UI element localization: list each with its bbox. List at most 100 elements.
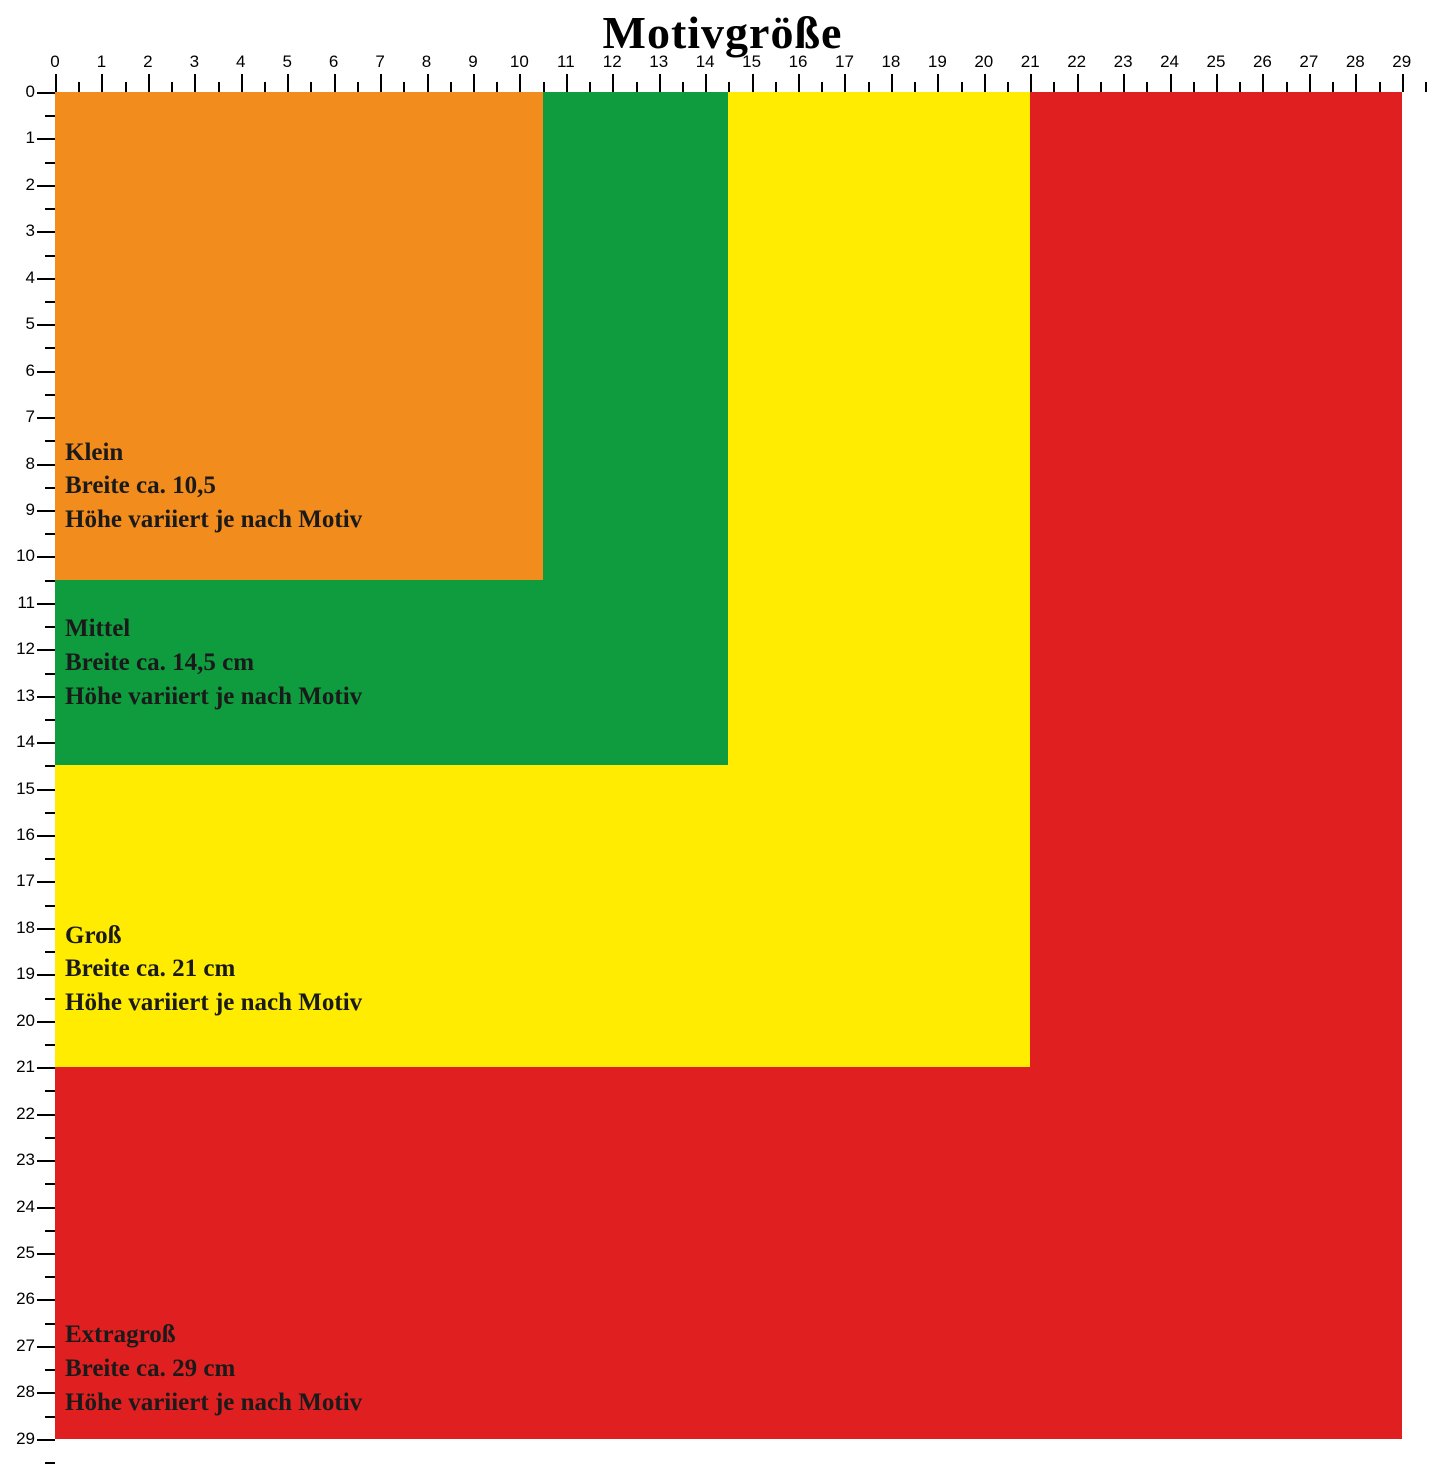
ruler-tick-minor: [1146, 82, 1148, 92]
ruler-tick-major: [37, 417, 55, 419]
size-label-height: Höhe variiert je nach Motiv: [65, 1386, 362, 1420]
ruler-number: 6: [329, 52, 338, 72]
ruler-number: 27: [1299, 52, 1318, 72]
size-label-width: Breite ca. 29 cm: [65, 1352, 362, 1386]
ruler-tick-minor: [1379, 82, 1381, 92]
ruler-tick-minor: [45, 1044, 55, 1046]
ruler-tick-minor: [125, 82, 127, 92]
ruler-tick-major: [844, 74, 846, 92]
ruler-number: 9: [15, 500, 35, 520]
ruler-tick-minor: [45, 1323, 55, 1325]
ruler-tick-minor: [45, 208, 55, 210]
ruler-number: 14: [15, 732, 35, 752]
ruler-tick-minor: [821, 82, 823, 92]
ruler-number: 18: [881, 52, 900, 72]
ruler-tick-minor: [218, 82, 220, 92]
ruler-tick-major: [101, 74, 103, 92]
ruler-tick-minor: [45, 162, 55, 164]
ruler-tick-major: [937, 74, 939, 92]
size-label-width: Breite ca. 10,5: [65, 469, 362, 503]
ruler-number: 24: [1160, 52, 1179, 72]
ruler-tick-major: [148, 74, 150, 92]
ruler-tick-major: [1309, 74, 1311, 92]
ruler-number: 17: [15, 871, 35, 891]
vertical-ruler: 0123456789101112131415161718192021222324…: [15, 0, 55, 1445]
ruler-number: 26: [1253, 52, 1272, 72]
ruler-tick-major: [37, 649, 55, 651]
size-label-name: Klein: [65, 436, 362, 470]
ruler-number: 7: [375, 52, 384, 72]
ruler-tick-major: [37, 510, 55, 512]
ruler-number: 3: [15, 221, 35, 241]
ruler-tick-major: [37, 603, 55, 605]
ruler-tick-major: [37, 928, 55, 930]
ruler-tick-minor: [728, 82, 730, 92]
ruler-number: 4: [15, 268, 35, 288]
ruler-tick-major: [334, 74, 336, 92]
ruler-number: 10: [15, 546, 35, 566]
ruler-tick-minor: [543, 82, 545, 92]
ruler-number: 15: [742, 52, 761, 72]
ruler-number: 25: [1207, 52, 1226, 72]
ruler-tick-minor: [403, 82, 405, 92]
ruler-tick-major: [37, 1392, 55, 1394]
ruler-tick-major: [37, 1439, 55, 1441]
ruler-tick-major: [659, 74, 661, 92]
ruler-number: 1: [97, 52, 106, 72]
ruler-tick-major: [1077, 74, 1079, 92]
ruler-number: 11: [557, 52, 575, 72]
ruler-tick-major: [37, 696, 55, 698]
ruler-tick-major: [37, 185, 55, 187]
ruler-tick-major: [1402, 74, 1404, 92]
ruler-tick-major: [566, 74, 568, 92]
ruler-number: 24: [15, 1197, 35, 1217]
ruler-tick-major: [37, 324, 55, 326]
ruler-tick-major: [1170, 74, 1172, 92]
ruler-number: 22: [1067, 52, 1086, 72]
ruler-number: 28: [1346, 52, 1365, 72]
horizontal-ruler: 0123456789101112131415161718192021222324…: [0, 52, 1445, 92]
ruler-number: 27: [15, 1336, 35, 1356]
ruler-number: 14: [696, 52, 715, 72]
ruler-tick-minor: [1425, 82, 1427, 92]
ruler-tick-minor: [1193, 82, 1195, 92]
size-label-height: Höhe variiert je nach Motiv: [65, 503, 362, 537]
ruler-tick-minor: [45, 951, 55, 953]
ruler-number: 10: [510, 52, 529, 72]
ruler-tick-minor: [45, 626, 55, 628]
ruler-tick-minor: [45, 533, 55, 535]
ruler-tick-major: [37, 1207, 55, 1209]
ruler-number: 25: [15, 1243, 35, 1263]
ruler-number: 13: [649, 52, 668, 72]
size-label-height: Höhe variiert je nach Motiv: [65, 680, 362, 714]
ruler-tick-major: [37, 371, 55, 373]
ruler-tick-minor: [45, 347, 55, 349]
ruler-tick-major: [1216, 74, 1218, 92]
ruler-number: 20: [974, 52, 993, 72]
ruler-tick-major: [37, 1114, 55, 1116]
ruler-number: 21: [15, 1057, 35, 1077]
ruler-tick-minor: [78, 82, 80, 92]
ruler-tick-minor: [636, 82, 638, 92]
size-label-gross: GroßBreite ca. 21 cmHöhe variiert je nac…: [65, 919, 362, 1020]
ruler-tick-minor: [45, 812, 55, 814]
ruler-tick-major: [427, 74, 429, 92]
ruler-tick-major: [37, 789, 55, 791]
ruler-tick-major: [37, 835, 55, 837]
ruler-number: 19: [15, 964, 35, 984]
ruler-tick-minor: [1007, 82, 1009, 92]
ruler-tick-major: [1030, 74, 1032, 92]
ruler-tick-minor: [914, 82, 916, 92]
ruler-tick-minor: [1053, 82, 1055, 92]
ruler-number: 21: [1021, 52, 1040, 72]
size-label-name: Extragroß: [65, 1318, 362, 1352]
ruler-number: 4: [236, 52, 245, 72]
ruler-number: 28: [15, 1382, 35, 1402]
ruler-number: 18: [15, 918, 35, 938]
size-label-width: Breite ca. 14,5 cm: [65, 646, 362, 680]
ruler-tick-minor: [171, 82, 173, 92]
ruler-number: 17: [835, 52, 854, 72]
ruler-tick-minor: [45, 115, 55, 117]
ruler-tick-minor: [45, 301, 55, 303]
ruler-number: 23: [1114, 52, 1133, 72]
